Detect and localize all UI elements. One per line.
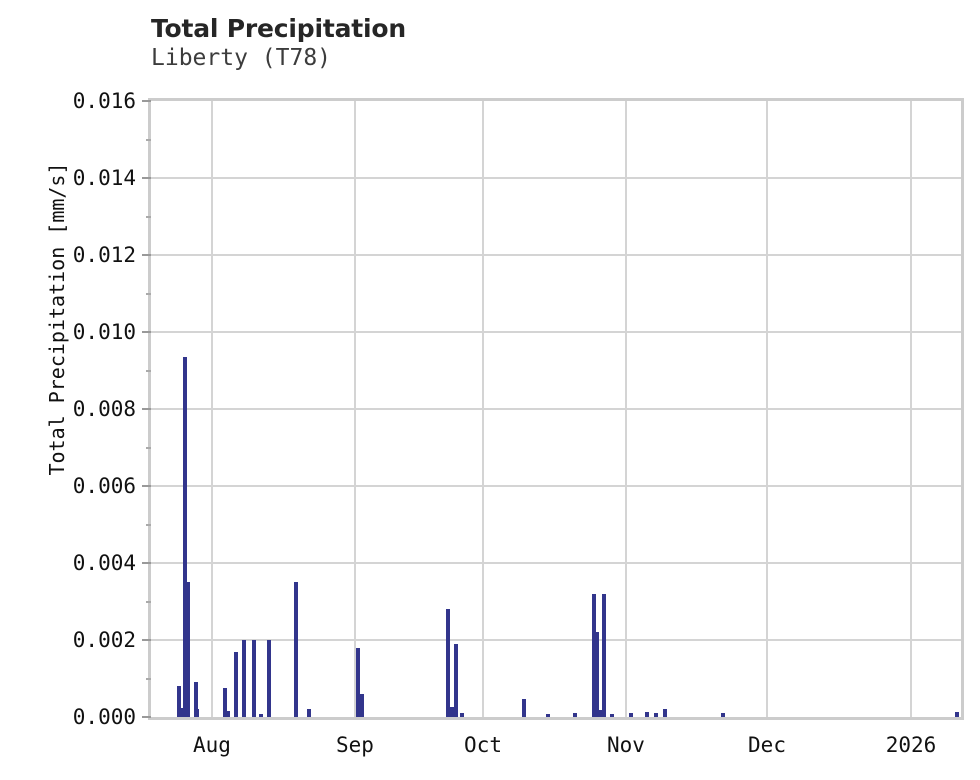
precipitation-bar bbox=[601, 593, 606, 717]
precipitation-bar bbox=[180, 708, 185, 717]
precipitation-bar bbox=[293, 582, 298, 717]
y-axis-tick-label: 0.002 bbox=[72, 628, 136, 652]
precipitation-bar bbox=[645, 712, 650, 717]
precipitation-bar bbox=[258, 713, 263, 717]
precipitation-bar bbox=[609, 713, 614, 717]
gridline-vertical bbox=[353, 101, 356, 717]
y-axis-minor-tick-mark bbox=[146, 677, 151, 680]
precipitation-bar bbox=[453, 643, 458, 717]
precipitation-bar bbox=[194, 682, 199, 717]
precipitation-bar bbox=[592, 593, 597, 717]
precipitation-bar bbox=[573, 713, 577, 717]
precipitation-bar bbox=[306, 709, 311, 717]
gridline-horizontal bbox=[151, 331, 961, 333]
precipitation-bar bbox=[266, 640, 271, 717]
y-axis-minor-tick-mark bbox=[146, 523, 151, 526]
plot-frame-right bbox=[961, 98, 964, 720]
y-axis-minor-tick-mark bbox=[146, 215, 151, 218]
precipitation-bar bbox=[176, 686, 181, 717]
precipitation-bar bbox=[252, 640, 257, 717]
precipitation-bar bbox=[654, 713, 659, 717]
y-axis-tick-label: 0.006 bbox=[72, 474, 136, 498]
gridline-horizontal bbox=[151, 639, 961, 641]
y-axis-minor-tick-mark bbox=[146, 292, 151, 295]
y-axis-tick-label: 0.004 bbox=[72, 551, 136, 575]
precipitation-bar bbox=[446, 609, 450, 717]
y-axis-tick-mark bbox=[142, 100, 151, 102]
precipitation-bar bbox=[242, 640, 247, 717]
precipitation-bar bbox=[628, 713, 633, 717]
y-axis-tick-mark bbox=[142, 485, 151, 487]
y-axis-minor-tick-mark bbox=[146, 446, 151, 449]
gridline-vertical bbox=[624, 101, 627, 717]
y-axis-tick-mark bbox=[142, 331, 151, 333]
gridline-vertical bbox=[910, 101, 913, 717]
y-axis-minor-tick-mark bbox=[146, 369, 151, 372]
y-axis-tick-mark bbox=[142, 562, 151, 564]
y-axis-tick-label: 0.008 bbox=[72, 397, 136, 421]
x-axis-tick-label: Aug bbox=[193, 733, 231, 757]
plot-area bbox=[142, 98, 964, 720]
title-block: Total Precipitation Liberty (T78) bbox=[151, 14, 851, 72]
precipitation-bar bbox=[449, 707, 454, 717]
y-axis-tick-mark bbox=[142, 639, 151, 641]
y-axis-tick-label: 0.010 bbox=[72, 320, 136, 344]
gridline-horizontal bbox=[151, 254, 961, 256]
precipitation-bar bbox=[546, 713, 551, 717]
chart-title: Total Precipitation bbox=[151, 14, 406, 43]
precipitation-bar bbox=[185, 582, 190, 717]
y-axis-tick-mark bbox=[142, 254, 151, 256]
y-axis-tick-mark bbox=[142, 177, 151, 179]
precipitation-bar bbox=[662, 708, 667, 717]
y-axis-tick-mark bbox=[142, 408, 151, 410]
gridline-vertical bbox=[210, 101, 213, 717]
precipitation-bar bbox=[233, 651, 238, 717]
y-axis-minor-tick-mark bbox=[146, 600, 151, 603]
precipitation-bar bbox=[460, 713, 465, 717]
precipitation-bar bbox=[225, 711, 230, 717]
gridline-horizontal bbox=[151, 408, 961, 410]
precipitation-bar bbox=[522, 698, 527, 717]
y-axis-minor-tick-mark bbox=[146, 138, 151, 141]
plot-frame-bottom bbox=[148, 717, 964, 720]
y-axis-tick-label: 0.016 bbox=[72, 89, 136, 113]
gridline-horizontal bbox=[151, 485, 961, 487]
precipitation-bar bbox=[195, 709, 200, 717]
x-axis-tick-label: Sep bbox=[335, 733, 374, 757]
x-axis-tick-label: Oct bbox=[464, 733, 502, 757]
y-axis-tick-label: 0.012 bbox=[72, 243, 136, 267]
x-axis-tick-label: Nov bbox=[607, 733, 645, 757]
y-axis-tick-label: 0.000 bbox=[72, 705, 136, 729]
gridline-horizontal bbox=[151, 562, 961, 564]
precipitation-bar bbox=[223, 688, 228, 717]
precipitation-bar bbox=[183, 357, 188, 717]
precipitation-bar bbox=[954, 712, 959, 717]
y-axis-tick-label: 0.014 bbox=[72, 166, 136, 190]
precipitation-bar bbox=[359, 693, 364, 717]
precipitation-bar bbox=[599, 710, 604, 717]
precipitation-bar bbox=[355, 647, 360, 717]
gridline-horizontal bbox=[151, 177, 961, 179]
precipitation-bar bbox=[595, 632, 600, 717]
plot-frame-top bbox=[148, 98, 964, 101]
chart-subtitle: Liberty (T78) bbox=[151, 45, 332, 71]
gridline-vertical bbox=[766, 101, 768, 717]
x-axis-tick-label: Dec bbox=[748, 733, 786, 757]
precipitation-bar bbox=[720, 713, 725, 717]
x-axis-tick-label: 2026 bbox=[885, 733, 937, 757]
y-axis-tick-mark bbox=[142, 716, 151, 718]
gridline-vertical bbox=[482, 101, 485, 717]
